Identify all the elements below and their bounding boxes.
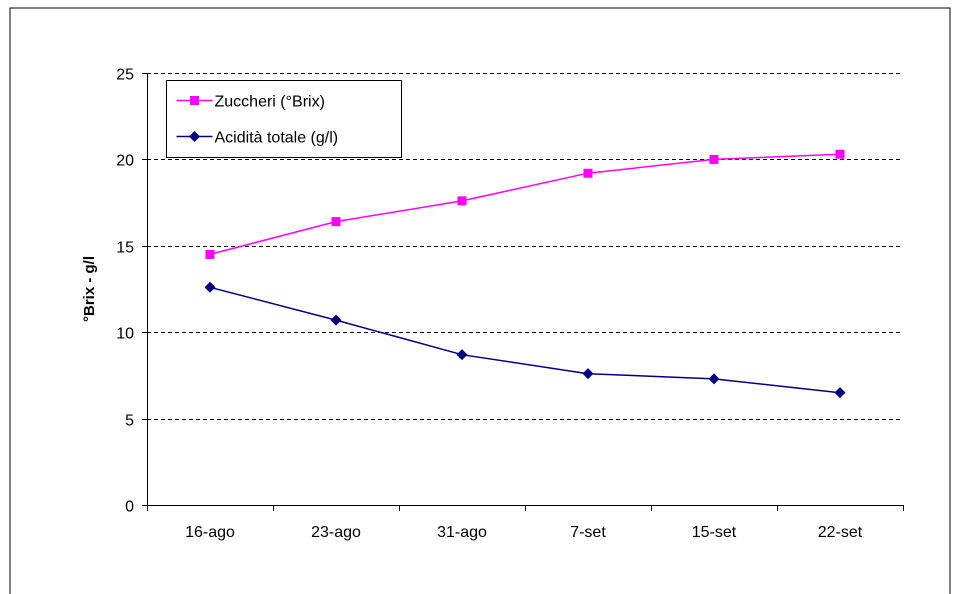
axes (142, 73, 904, 511)
data-point (330, 314, 342, 326)
series-group (205, 149, 845, 259)
data-point (834, 387, 846, 399)
legend: Zuccheri (°Brix) Acidità totale (g/l) (166, 80, 402, 158)
legend-box (166, 80, 402, 158)
x-tick-label: 7-set (570, 524, 606, 541)
data-point (205, 249, 215, 259)
series-line (209, 286, 841, 394)
y-tick-label: 5 (125, 413, 134, 430)
data-point (457, 196, 467, 206)
series (204, 149, 846, 399)
legend-swatch-marker (189, 131, 200, 142)
legend-label: Zuccheri (°Brix) (215, 94, 325, 111)
legend-swatch-marker (190, 96, 199, 105)
data-point (709, 154, 719, 164)
x-tick-label: 22-set (818, 524, 863, 541)
series-group (204, 281, 846, 399)
data-point (204, 281, 216, 293)
y-axis-title: °Brix - g/l (81, 256, 98, 322)
series-line (209, 153, 841, 256)
y-tick-labels: 0 5 10 15 20 25 (116, 67, 134, 516)
y-tick-label: 25 (116, 67, 134, 84)
x-tick-label: 15-set (692, 524, 737, 541)
x-tick-label: 16-ago (185, 524, 235, 541)
y-tick-label: 20 (116, 153, 134, 170)
chart-area-border (9, 7, 951, 594)
data-point (835, 149, 845, 159)
x-tick-label: 23-ago (311, 524, 361, 541)
data-point (582, 368, 594, 380)
y-tick-label: 15 (116, 240, 134, 257)
data-point (331, 217, 341, 227)
data-point (708, 373, 720, 385)
legend-label: Acidità totale (g/l) (215, 130, 339, 147)
y-tick-label: 0 (125, 499, 134, 516)
y-tick-label: 10 (116, 326, 134, 343)
data-point (583, 168, 593, 178)
x-tick-label: 31-ago (437, 524, 487, 541)
gridlines (147, 73, 903, 420)
data-point (456, 349, 468, 361)
x-tick-labels: 16-ago 23-ago 31-ago 7-set 15-set 22-set (185, 524, 863, 541)
